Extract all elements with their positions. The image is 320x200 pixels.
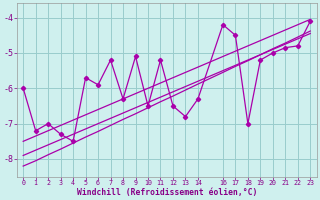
X-axis label: Windchill (Refroidissement éolien,°C): Windchill (Refroidissement éolien,°C) [76, 188, 257, 197]
